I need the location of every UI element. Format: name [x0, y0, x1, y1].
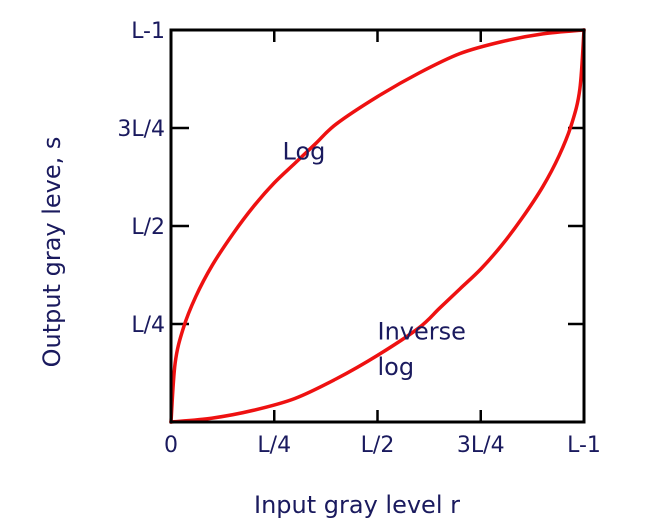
annotations-layer: Log Inverse log: [283, 137, 466, 381]
x-tick-label: 0: [164, 433, 178, 458]
y-tick-label: L/2: [131, 215, 165, 240]
y-tick-label: 3L/4: [117, 117, 165, 142]
y-axis-label: Output gray leve, s: [38, 137, 66, 368]
tick-labels-layer: 0 L/4 L/2 3L/4 L-1 L/4 L/2 3L/4 L-1: [117, 19, 601, 458]
curve-annotation: log: [378, 353, 415, 381]
series-line-log: [169, 28, 586, 424]
series-layer: [169, 28, 586, 424]
curve-annotation: Log: [283, 137, 326, 165]
x-tick-label: L-1: [567, 433, 601, 458]
x-tick-label: L/2: [361, 433, 395, 458]
series-line-inverse-log: [169, 28, 586, 424]
x-axis-label: Input gray level r: [254, 491, 460, 519]
plot-frame: [169, 28, 586, 424]
curve-annotation: Inverse: [378, 318, 466, 346]
x-tick-label: L/4: [257, 433, 291, 458]
y-tick-label: L-1: [131, 19, 165, 44]
y-tick-label: L/4: [131, 313, 165, 338]
x-tick-label: 3L/4: [457, 433, 505, 458]
